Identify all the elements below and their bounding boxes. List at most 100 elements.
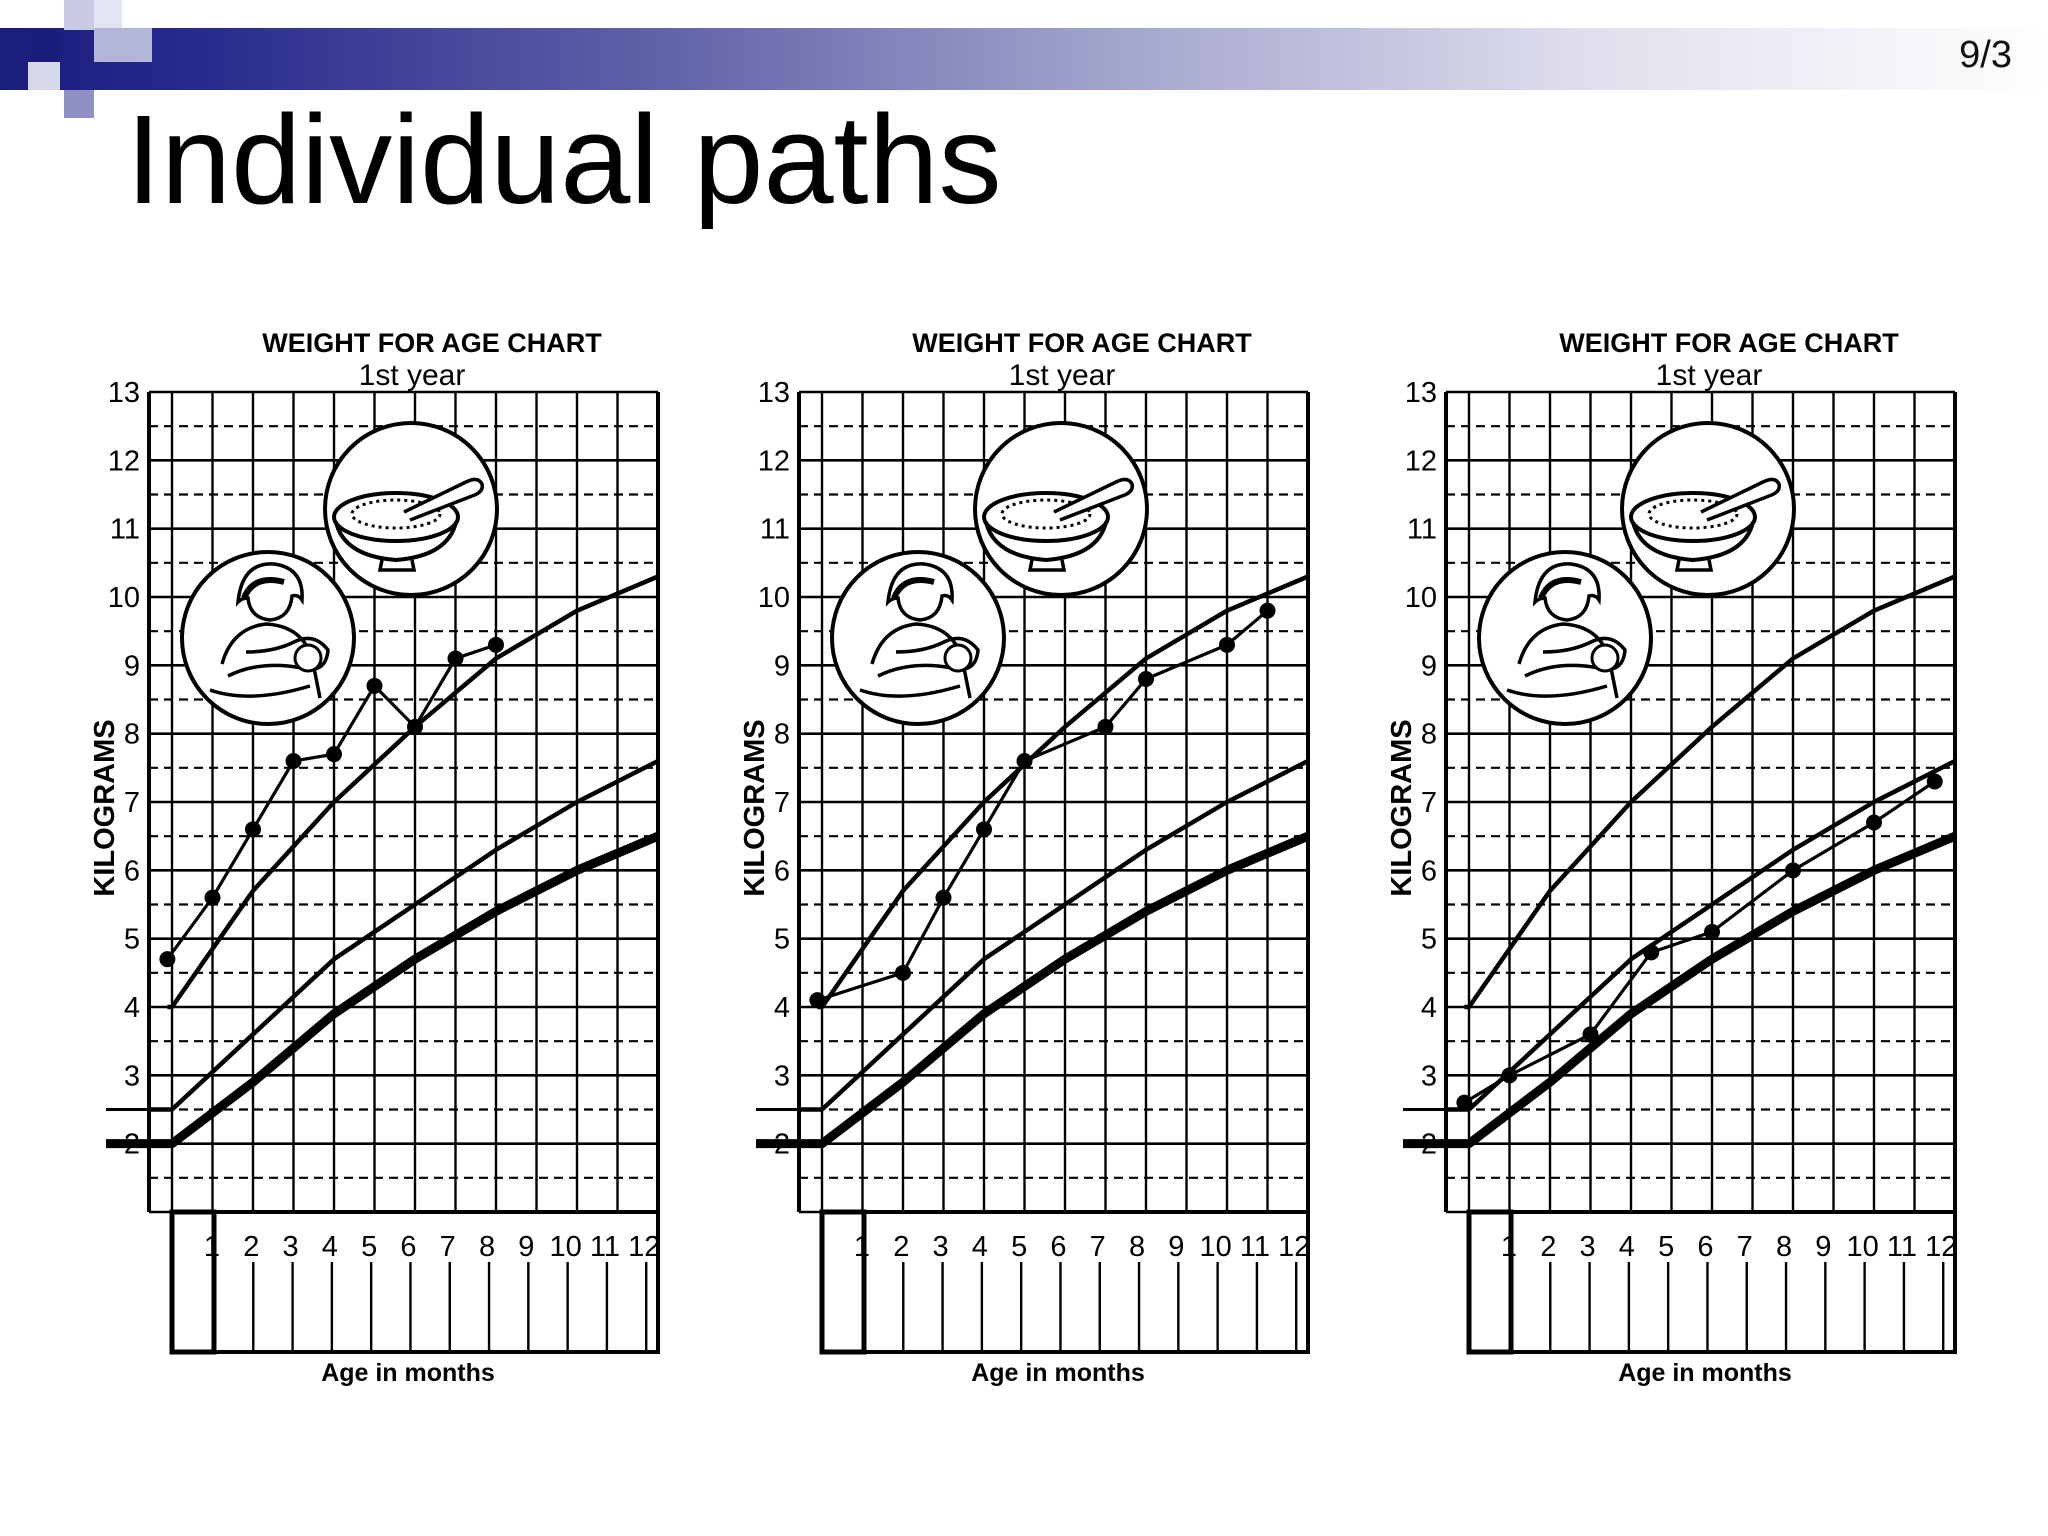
breastfeeding-mother-icon xyxy=(1477,550,1653,726)
y-tick-label: 13 xyxy=(758,377,790,409)
y-tick-label: 9 xyxy=(124,650,140,682)
reference-curve xyxy=(1446,832,1957,1149)
child-weight-point xyxy=(976,821,992,838)
x-axis-label: Age in months xyxy=(1618,1359,1792,1387)
breastfeeding-mother-icon xyxy=(180,550,356,726)
y-tick-label: 10 xyxy=(1405,582,1437,614)
y-axis-label: KILOGRAMS xyxy=(89,719,121,896)
x-tick-label: 11 xyxy=(1887,1231,1917,1263)
x-tick-label: 3 xyxy=(933,1231,949,1263)
weight-chart-1: WEIGHT FOR AGE CHART 1st year KILOGRAMS … xyxy=(89,328,660,1387)
chart-subtitle: 1st year xyxy=(1656,359,1763,392)
y-tick-label: 2 xyxy=(1421,1129,1437,1161)
x-tick-label: 11 xyxy=(590,1231,620,1263)
breastfeeding-mother-icon xyxy=(830,550,1006,726)
reference-curve xyxy=(799,758,1310,1112)
child-weight-point xyxy=(326,746,342,763)
y-tick-label: 6 xyxy=(774,855,790,887)
y-tick-label: 11 xyxy=(760,514,790,546)
chart-title: WEIGHT FOR AGE CHART xyxy=(262,328,602,358)
y-tick-label: 7 xyxy=(124,787,140,819)
y-tick-label: 8 xyxy=(774,719,790,751)
y-tick-label: 4 xyxy=(1421,992,1437,1024)
x-tick-label: 11 xyxy=(1240,1231,1270,1263)
reference-curve xyxy=(1464,574,1956,1010)
reference-curve xyxy=(167,574,659,1010)
x-tick-label: 12 xyxy=(1278,1231,1310,1263)
x-tick-label: 9 xyxy=(1168,1231,1184,1263)
x-tick-label: 1 xyxy=(854,1231,870,1263)
header-square-mid xyxy=(94,28,152,62)
child-weight-point xyxy=(935,889,952,906)
x-tick-label: 5 xyxy=(1658,1231,1674,1263)
x-tick-label: 2 xyxy=(1540,1231,1556,1263)
header-square-light xyxy=(64,0,94,30)
child-weight-point xyxy=(1643,944,1660,961)
y-tick-label: 4 xyxy=(774,992,790,1024)
y-tick-label: 6 xyxy=(124,855,140,887)
child-weight-point xyxy=(366,677,383,694)
x-tick-label: 7 xyxy=(1737,1231,1753,1263)
x-tick-label: 3 xyxy=(1580,1231,1596,1263)
child-weight-point xyxy=(1866,814,1882,831)
x-tick-label: 8 xyxy=(1129,1231,1145,1263)
child-weight-point xyxy=(1456,1094,1473,1111)
reference-curve xyxy=(799,832,1310,1149)
reference-curve xyxy=(149,832,660,1149)
child-weight-point xyxy=(1926,773,1943,790)
x-tick-label: 5 xyxy=(1011,1231,1027,1263)
y-tick-label: 2 xyxy=(124,1129,140,1161)
x-tick-label: 9 xyxy=(518,1231,534,1263)
chart-subtitle: 1st year xyxy=(1009,359,1116,392)
x-tick-label: 6 xyxy=(1697,1231,1713,1263)
child-weight-point xyxy=(447,650,464,667)
y-tick-label: 7 xyxy=(774,787,790,819)
header-square-mid xyxy=(64,90,94,118)
child-weight-point xyxy=(1016,753,1033,769)
x-tick-label: 12 xyxy=(628,1231,660,1263)
child-weight-point xyxy=(245,821,261,838)
header-square-light xyxy=(28,62,60,90)
x-tick-label: 6 xyxy=(1050,1231,1066,1263)
header-square-light xyxy=(94,0,122,28)
month-box-first-cell xyxy=(1466,1209,1514,1355)
x-tick-label: 5 xyxy=(361,1231,377,1263)
x-tick-label: 9 xyxy=(1815,1231,1831,1263)
slide-number: 9/3 xyxy=(1959,34,2012,76)
y-tick-label: 3 xyxy=(1421,1060,1437,1092)
child-weight-point xyxy=(1785,862,1801,879)
x-tick-label: 4 xyxy=(972,1231,988,1263)
y-tick-label: 12 xyxy=(758,445,790,477)
x-tick-label: 4 xyxy=(1619,1231,1635,1263)
x-tick-label: 8 xyxy=(1776,1231,1792,1263)
x-tick-label: 1 xyxy=(204,1231,220,1263)
month-box-first-cell xyxy=(169,1209,217,1355)
x-tick-label: 12 xyxy=(1925,1231,1957,1263)
child-weight-point xyxy=(1582,1026,1599,1043)
slide-title: Individual paths xyxy=(126,89,1002,230)
y-tick-label: 12 xyxy=(108,445,140,477)
y-axis-label: KILOGRAMS xyxy=(1386,719,1418,896)
child-weight-point xyxy=(1501,1067,1518,1084)
y-tick-label: 9 xyxy=(774,650,790,682)
x-tick-label: 2 xyxy=(243,1231,259,1263)
y-tick-label: 4 xyxy=(124,992,140,1024)
y-tick-label: 2 xyxy=(774,1129,790,1161)
x-tick-label: 10 xyxy=(549,1231,581,1263)
weight-chart-3: WEIGHT FOR AGE CHART 1st year KILOGRAMS … xyxy=(1386,328,1957,1387)
child-weight-point xyxy=(407,718,423,735)
y-tick-label: 3 xyxy=(124,1060,140,1092)
y-tick-label: 8 xyxy=(1421,719,1437,751)
weight-chart-2: WEIGHT FOR AGE CHART 1st year KILOGRAMS … xyxy=(739,328,1310,1387)
y-tick-label: 8 xyxy=(124,719,140,751)
food-bowl-icon xyxy=(1620,421,1796,597)
x-axis-label: Age in months xyxy=(971,1359,1145,1387)
reference-curve xyxy=(1446,758,1957,1112)
y-tick-label: 11 xyxy=(110,514,140,546)
x-tick-label: 3 xyxy=(283,1231,299,1263)
child-weight-point xyxy=(159,951,176,968)
y-tick-label: 7 xyxy=(1421,787,1437,819)
child-weight-point xyxy=(809,992,826,1009)
x-tick-label: 1 xyxy=(1501,1231,1517,1263)
